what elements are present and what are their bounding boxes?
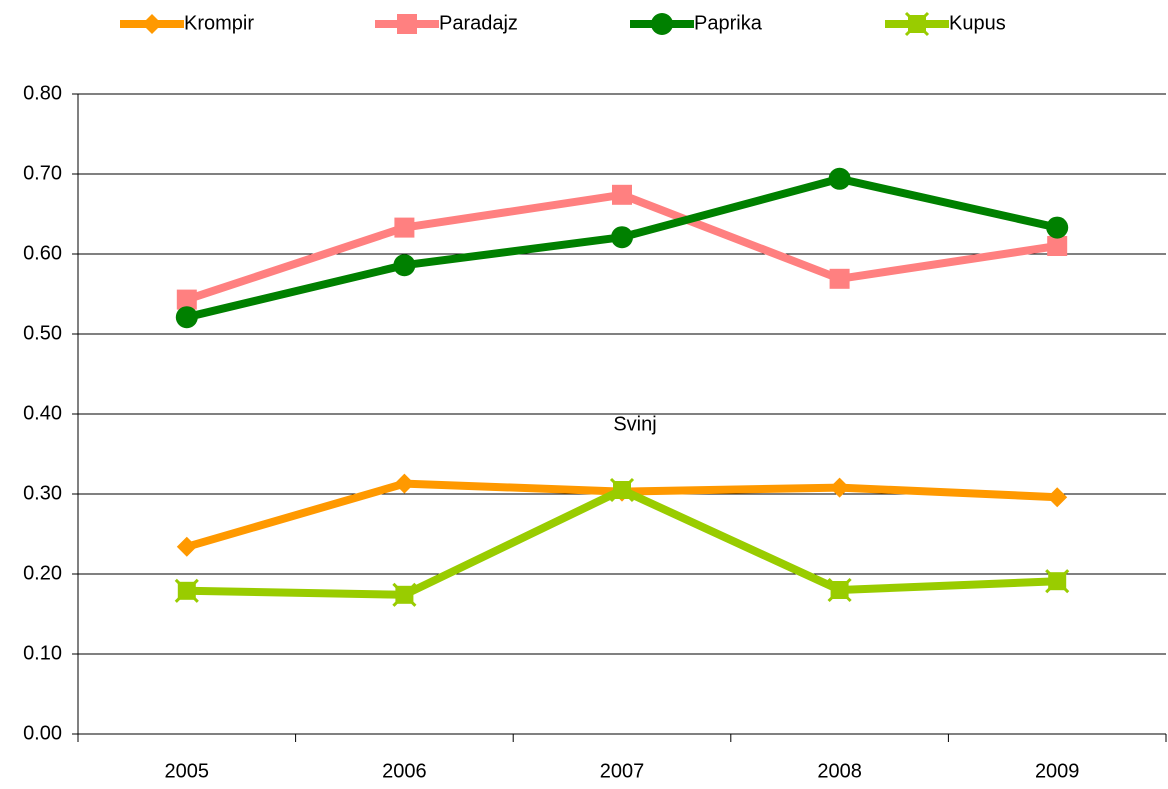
y-tick-label: 0.30 [23, 482, 62, 504]
marker [394, 217, 415, 238]
x-tick-label: 2005 [165, 760, 210, 782]
marker-x [827, 577, 852, 603]
marker [1047, 487, 1068, 508]
marker [829, 268, 850, 289]
marker [1046, 216, 1069, 239]
x-tick-label: 2008 [817, 760, 862, 782]
x-tick-label: 2006 [382, 760, 427, 782]
marker-x [904, 11, 930, 37]
marker [1045, 569, 1070, 594]
marker [827, 577, 852, 603]
marker [176, 536, 197, 557]
y-tick-label: 0.50 [23, 322, 62, 344]
marker [651, 13, 673, 35]
marker [609, 477, 635, 503]
legend-label: Paradajz [439, 12, 518, 34]
y-tick-label: 0.70 [23, 162, 62, 184]
y-tick-label: 0.10 [23, 642, 62, 664]
marker [392, 582, 417, 607]
legend-label: Paprika [694, 12, 763, 34]
marker [1047, 236, 1068, 256]
marker-x [392, 582, 417, 607]
marker [612, 184, 632, 205]
marker [828, 167, 851, 190]
legend-label: Kupus [949, 12, 1006, 34]
x-tick-label: 2007 [600, 760, 645, 782]
marker-x [174, 578, 199, 603]
marker-x [1045, 569, 1070, 594]
y-tick-label: 0.00 [23, 722, 62, 744]
x-tick-label: 2009 [1035, 760, 1080, 782]
marker [611, 226, 633, 249]
legend-label: Krompir [184, 12, 254, 34]
marker [142, 14, 162, 34]
marker [175, 306, 198, 329]
y-tick-label: 0.40 [23, 402, 62, 424]
annotation: Svinj [613, 413, 656, 435]
marker [393, 254, 416, 277]
y-tick-label: 0.80 [23, 82, 62, 104]
marker [176, 289, 197, 310]
marker [397, 14, 417, 34]
marker [174, 578, 199, 603]
marker [829, 477, 850, 498]
marker [394, 473, 415, 494]
y-tick-label: 0.20 [23, 562, 62, 584]
y-tick-label: 0.60 [23, 242, 62, 264]
marker-x [609, 477, 635, 503]
marker [904, 11, 930, 37]
